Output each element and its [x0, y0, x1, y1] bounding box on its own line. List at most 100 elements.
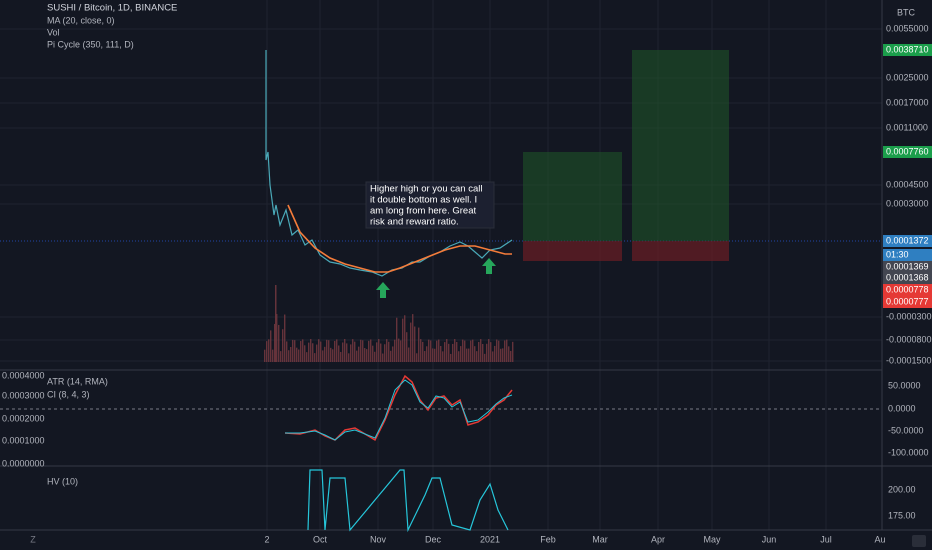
volume-bar	[498, 340, 500, 362]
volume-bar	[472, 339, 474, 362]
volume-bar	[410, 322, 412, 362]
corner-label: Z	[30, 534, 36, 544]
volume-bar	[436, 340, 438, 362]
volume-bar	[310, 339, 312, 362]
right-axis-label: 175.00	[888, 510, 916, 520]
volume-bar	[275, 285, 277, 362]
price-tag	[883, 146, 932, 158]
volume-bar	[280, 351, 282, 362]
time-label: 2021	[480, 534, 500, 544]
volume-bar	[510, 350, 512, 362]
pane2-legend: ATR (14, RMA)	[47, 376, 108, 386]
left-axis-label: 0.0004000	[2, 370, 45, 380]
left-axis-label: 0.0002000	[2, 413, 45, 423]
volume-bar	[474, 346, 476, 362]
volume-bar	[352, 339, 354, 362]
volume-bar	[356, 350, 358, 362]
price-label: 0.0025000	[886, 72, 929, 82]
volume-bar	[342, 342, 344, 362]
loss-zone	[523, 241, 622, 261]
volume-bar	[398, 338, 400, 362]
volume-bar	[460, 346, 462, 362]
pane2-legend: CI (8, 4, 3)	[47, 389, 90, 399]
price-label: 0.0017000	[886, 97, 929, 107]
volume-bar	[448, 343, 450, 362]
volume-bar	[492, 351, 494, 362]
pane3-legend: HV (10)	[47, 476, 78, 486]
price-label: 0.0001372	[886, 235, 929, 245]
price-label: -0.0000300	[886, 311, 932, 321]
volume-bar	[438, 339, 440, 362]
annotation-line: Higher high or you can call	[370, 184, 482, 195]
price-label: 0.0001369	[886, 261, 929, 271]
price-tag	[883, 249, 932, 261]
volume-bar	[270, 330, 272, 362]
profit-zone	[523, 152, 622, 241]
up-arrow	[376, 282, 390, 298]
volume-bar	[306, 352, 308, 362]
volume-bar	[328, 340, 330, 362]
volume-bar	[442, 351, 444, 362]
right-axis-label: 200.00	[888, 484, 916, 494]
time-label: Feb	[540, 534, 556, 544]
right-axis-label: -100.0000	[888, 447, 929, 457]
volume-bar	[462, 339, 464, 362]
time-label: Dec	[425, 534, 442, 544]
volume-bar	[314, 353, 316, 362]
volume-bar	[426, 346, 428, 362]
ci-line	[285, 379, 513, 441]
price-label: 0.0007760	[886, 146, 929, 156]
volume-bar	[384, 344, 386, 362]
volume-bar	[366, 349, 368, 362]
volume-bar	[454, 339, 456, 362]
volume-bar	[504, 340, 506, 362]
volume-bar	[432, 348, 434, 362]
right-axis-label: 50.0000	[888, 380, 921, 390]
volume-bar	[494, 345, 496, 362]
indicator-legend: Vol	[47, 27, 60, 37]
volume-bar	[354, 341, 356, 362]
volume-bar	[418, 327, 420, 362]
volume-bar	[400, 340, 402, 362]
volume-bar	[370, 339, 372, 362]
volume-bar	[482, 343, 484, 362]
volume-bar	[406, 332, 408, 362]
time-label: 2	[264, 534, 269, 544]
volume-bar	[330, 347, 332, 362]
volume-bar	[508, 346, 510, 362]
volume-bar	[268, 339, 270, 362]
volume-bar	[382, 353, 384, 362]
volume-bar	[412, 314, 414, 362]
volume-bar	[440, 345, 442, 362]
volume-bar	[434, 348, 436, 362]
volume-bars	[264, 285, 514, 362]
volume-bar	[476, 351, 478, 362]
time-label: Jul	[820, 534, 832, 544]
volume-bar	[276, 314, 278, 362]
volume-bar	[282, 329, 284, 362]
up-arrow	[482, 258, 496, 274]
volume-bar	[380, 343, 382, 362]
settings-button[interactable]	[912, 535, 926, 547]
volume-bar	[298, 349, 300, 362]
volume-bar	[446, 339, 448, 362]
price-tag	[883, 296, 932, 308]
volume-bar	[404, 315, 406, 362]
volume-bar	[478, 341, 480, 362]
price-label: 01:30	[886, 249, 909, 259]
left-axis-label: 0.0003000	[2, 390, 45, 400]
volume-bar	[302, 339, 304, 362]
price-tag	[883, 284, 932, 296]
volume-bar	[286, 341, 288, 362]
time-label: Mar	[592, 534, 608, 544]
volume-bar	[416, 353, 418, 362]
volume-bar	[368, 340, 370, 362]
volume-bar	[506, 339, 508, 362]
volume-bar	[372, 345, 374, 362]
volume-bar	[486, 343, 488, 362]
price-tag	[883, 272, 932, 284]
volume-bar	[364, 348, 366, 362]
